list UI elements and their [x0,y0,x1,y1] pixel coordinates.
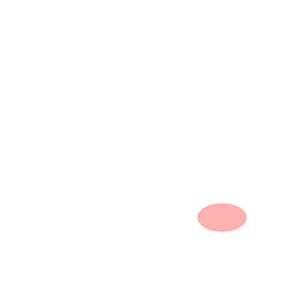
Ellipse shape [198,204,246,231]
